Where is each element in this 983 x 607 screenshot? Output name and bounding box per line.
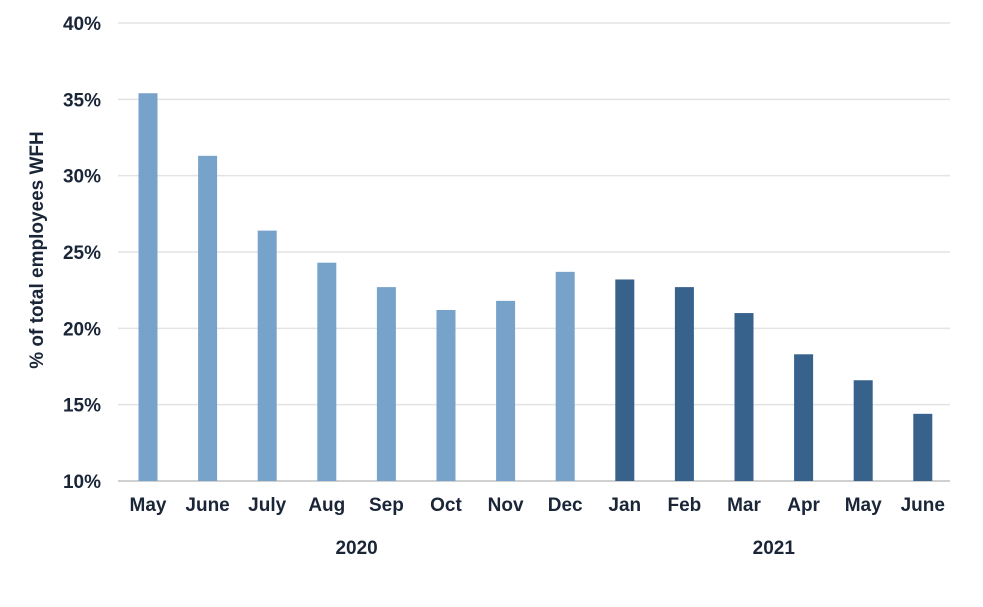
x-tick-label: Apr bbox=[787, 495, 820, 516]
bar bbox=[794, 354, 814, 481]
bar bbox=[138, 93, 158, 481]
year-group-labels: 2020 2021 bbox=[335, 538, 795, 559]
bar bbox=[317, 262, 337, 481]
bar bbox=[496, 300, 516, 481]
y-tick-label: 10% bbox=[63, 472, 101, 493]
bar bbox=[198, 155, 218, 481]
x-tick-labels: May June July Aug Sep Oct Nov Dec Jan Feb Mar Apr Ma… bbox=[130, 495, 945, 516]
x-tick-label: Dec bbox=[548, 495, 583, 516]
x-tick-label: Sep bbox=[369, 495, 404, 516]
y-tick-labels: 10% 15% 20% 25% 30% 35% 40% bbox=[63, 14, 101, 493]
x-tick-label: Jan bbox=[608, 495, 641, 516]
y-tick-label: 40% bbox=[63, 14, 101, 35]
x-tick-label: June bbox=[185, 495, 229, 516]
bar bbox=[615, 279, 635, 481]
bars bbox=[138, 93, 933, 481]
x-tick-label: Oct bbox=[430, 495, 462, 516]
y-tick-label: 25% bbox=[63, 243, 101, 264]
bar bbox=[555, 271, 575, 481]
bar bbox=[376, 287, 396, 481]
y-axis-title: % of total employees WFH bbox=[27, 131, 48, 369]
gridlines bbox=[118, 22, 950, 482]
x-tick-label: July bbox=[248, 495, 286, 516]
bar bbox=[853, 380, 873, 481]
y-tick-label: 20% bbox=[63, 319, 101, 340]
x-tick-label: Feb bbox=[668, 495, 702, 516]
y-tick-label: 15% bbox=[63, 396, 101, 417]
y-tick-label: 30% bbox=[63, 167, 101, 188]
bar bbox=[436, 310, 456, 481]
bar bbox=[674, 287, 694, 481]
year-group-label: 2020 bbox=[335, 538, 377, 559]
bar bbox=[913, 413, 933, 481]
x-tick-label: Mar bbox=[727, 495, 761, 516]
y-tick-label: 35% bbox=[63, 90, 101, 111]
bar bbox=[257, 230, 277, 481]
x-tick-label: June bbox=[901, 495, 945, 516]
x-tick-label: Nov bbox=[488, 495, 524, 516]
bar bbox=[734, 313, 754, 481]
year-group-label: 2021 bbox=[753, 538, 796, 559]
x-tick-label: May bbox=[130, 495, 167, 516]
x-tick-label: Aug bbox=[308, 495, 345, 516]
x-tick-label: May bbox=[845, 495, 882, 516]
